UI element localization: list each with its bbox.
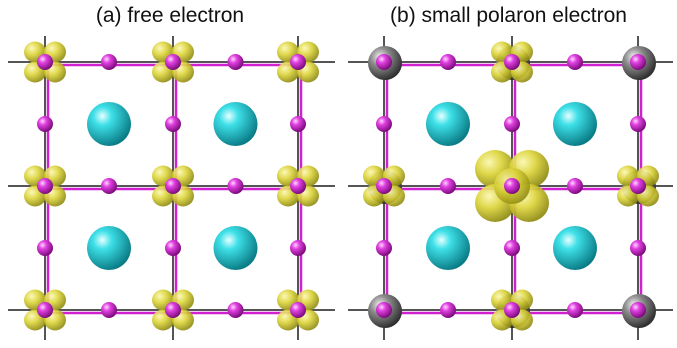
oxygen-sphere (101, 302, 117, 318)
panel-small-polaron: (b) small polaron electron (340, 0, 677, 348)
oxygen-sphere (101, 178, 117, 194)
oxygen-sphere (376, 54, 392, 70)
oxygen-sphere (290, 302, 306, 318)
cation-sphere (213, 226, 258, 270)
oxygen-sphere (290, 240, 306, 256)
cation-sphere (213, 102, 258, 146)
oxygen-sphere (567, 54, 583, 70)
oxygen-sphere (630, 178, 646, 194)
free-electron-structure (8, 36, 335, 340)
oxygen-sphere (504, 178, 520, 194)
small-polaron-structure (348, 36, 673, 340)
oxygen-sphere (165, 116, 181, 132)
cation-sphere (87, 226, 131, 270)
oxygen-sphere (165, 178, 181, 194)
cation-sphere (87, 102, 131, 146)
oxygen-sphere (376, 178, 392, 194)
oxygen-sphere (630, 240, 646, 256)
oxygen-sphere (504, 54, 520, 70)
oxygen-sphere (165, 240, 181, 256)
oxygen-sphere (227, 54, 244, 70)
oxygen-sphere (101, 54, 117, 70)
oxygen-sphere (290, 178, 306, 194)
cation-sphere (553, 226, 597, 270)
oxygen-sphere (376, 116, 392, 132)
oxygen-sphere (37, 240, 53, 256)
oxygen-sphere (504, 302, 520, 318)
oxygen-sphere (227, 178, 244, 194)
oxygen-sphere (165, 54, 181, 70)
oxygen-sphere (290, 116, 306, 132)
oxygen-sphere (37, 178, 53, 194)
panel-free-electron: (a) free electron (8, 4, 335, 340)
oxygen-sphere (567, 178, 583, 194)
panel-a-title: (a) free electron (95, 4, 245, 27)
oxygen-sphere (165, 302, 181, 318)
cation-sphere (426, 102, 470, 146)
oxygen-sphere (504, 240, 520, 256)
oxygen-sphere (630, 116, 646, 132)
oxygen-sphere (376, 240, 392, 256)
oxygen-sphere (376, 302, 392, 318)
cation-sphere (426, 226, 470, 270)
oxygen-sphere (440, 302, 456, 318)
panel-b-title: (b) small polaron electron (390, 4, 627, 27)
oxygen-sphere (630, 302, 646, 318)
cation-sphere (553, 102, 597, 146)
oxygen-sphere (504, 116, 520, 132)
oxygen-sphere (227, 302, 244, 318)
oxygen-sphere (37, 116, 53, 132)
oxygen-sphere (37, 302, 53, 318)
oxygen-sphere (567, 302, 583, 318)
oxygen-sphere (440, 54, 456, 70)
oxygen-sphere (290, 54, 306, 70)
oxygen-sphere (37, 54, 53, 70)
oxygen-sphere (440, 178, 456, 194)
oxygen-sphere (630, 54, 646, 70)
